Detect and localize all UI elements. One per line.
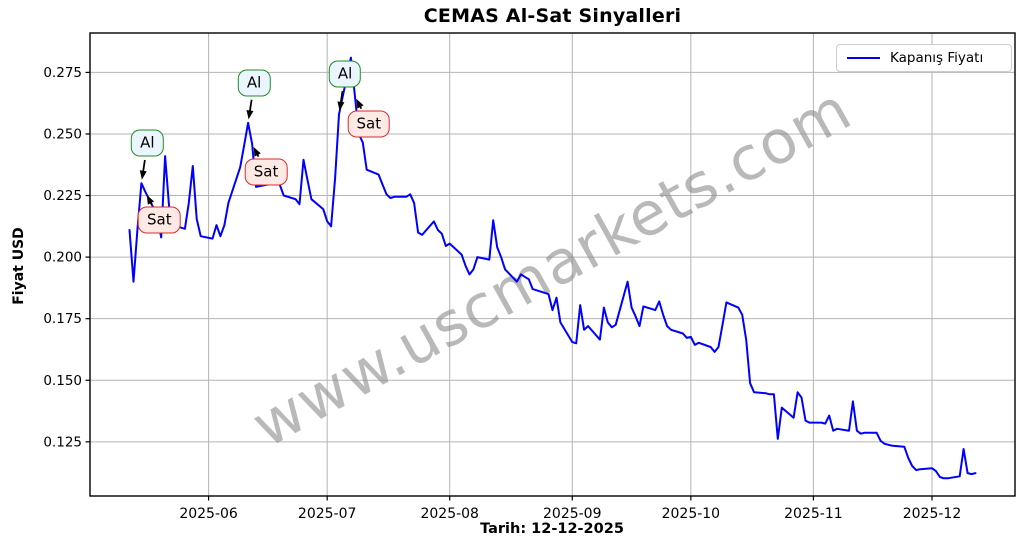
legend-label: Kapanış Fiyatı: [890, 50, 984, 66]
grid: [90, 33, 1015, 496]
signal-arrow: [142, 159, 146, 173]
buy-signal-label: Al: [131, 129, 164, 157]
x-tick-label: 2025-12: [903, 506, 962, 522]
signal-arrowhead-icon: [253, 147, 261, 157]
y-tick-label: 0.175: [43, 311, 82, 327]
sell-signal-label: Sat: [347, 110, 391, 138]
y-tick-label: 0.200: [43, 250, 82, 266]
x-tick-label: 2025-08: [420, 506, 479, 522]
x-tick-label: 2025-06: [179, 506, 238, 522]
buy-signal-label: Al: [328, 60, 362, 88]
signal-arrowhead-icon: [337, 101, 345, 111]
y-tick-label: 0.150: [43, 373, 82, 389]
chart-title: CEMAS Al-Sat Sinyalleri: [423, 5, 682, 27]
signal-arrowhead-icon: [246, 110, 254, 120]
y-tick-label: 0.250: [43, 126, 82, 142]
sell-signal-label: Sat: [138, 206, 181, 234]
legend-line-sample-icon: [847, 57, 880, 59]
signal-arrowhead-icon: [139, 170, 147, 180]
y-tick-label: 0.125: [43, 434, 82, 450]
axes: 0.125 0.150 0.175 0.200 0.225 0.250 0.275 2025-…: [43, 32, 1016, 522]
legend: Kapanış Fiyatı: [836, 44, 1012, 72]
signal-arrow: [248, 99, 253, 113]
x-tick-label: 2025-10: [662, 506, 721, 522]
y-axis-label: Fiyat USD: [11, 227, 27, 305]
plot-border: [89, 32, 1016, 497]
signal-arrows: [139, 90, 364, 206]
x-axis-label: Tarih: 12-12-2025: [480, 521, 624, 537]
signal-arrowhead-icon: [146, 195, 155, 205]
watermark-text: www.uscmarkets.com: [241, 74, 863, 461]
buy-signal-label: Al: [237, 69, 271, 97]
x-tick-label: 2025-11: [784, 506, 843, 522]
signal-arrowhead-icon: [356, 98, 364, 109]
x-tick-label: 2025-07: [298, 506, 357, 522]
sell-signal-label: Sat: [244, 158, 288, 186]
y-tick-label: 0.275: [43, 65, 82, 81]
y-tick-label: 0.225: [43, 188, 82, 204]
x-tick-label: 2025-09: [543, 506, 602, 522]
signal-arrow: [339, 90, 344, 105]
